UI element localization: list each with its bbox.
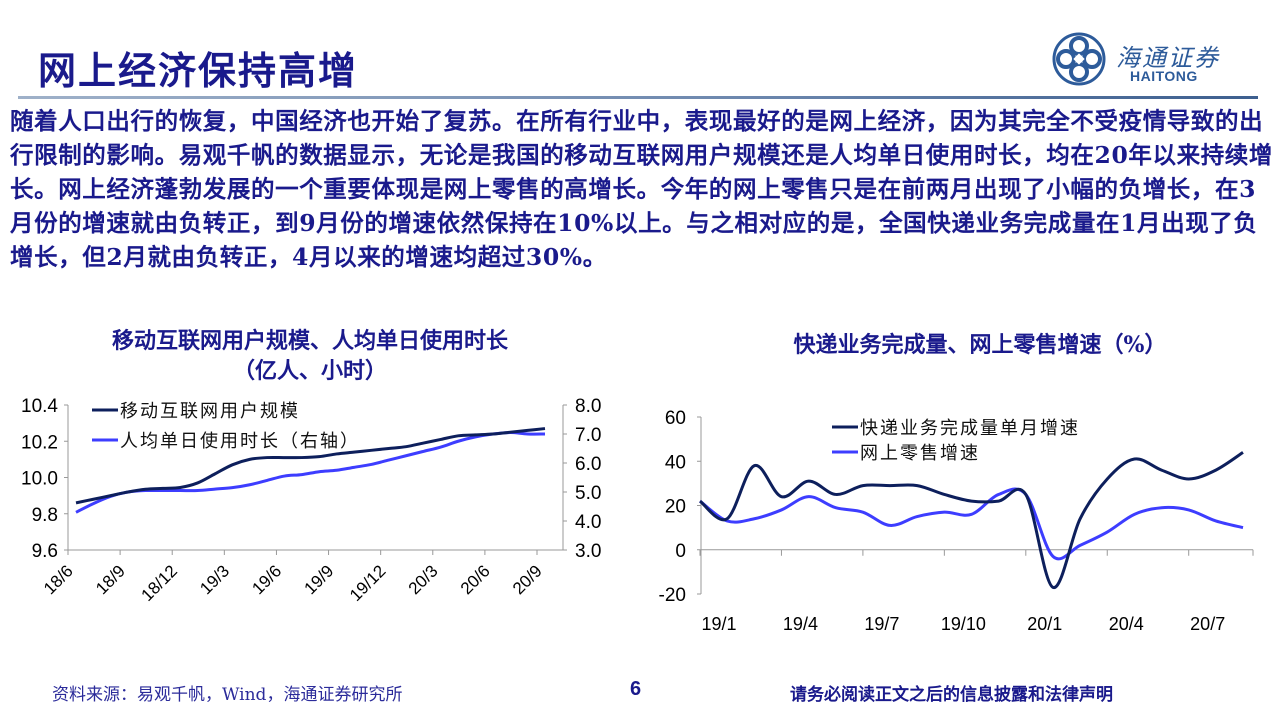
- x-tick-label: 19/12: [346, 561, 390, 605]
- legend-label: 快递业务完成量单月增速: [860, 418, 1080, 438]
- x-tick-label: 19/10: [941, 614, 986, 634]
- page-number: 6: [630, 678, 642, 700]
- left-chart-title-sub: （亿人、小时）: [232, 358, 387, 384]
- y-tick-label: 40: [665, 452, 686, 473]
- y-tick-label: 20: [665, 497, 686, 518]
- y-tick-label: -20: [659, 585, 686, 606]
- source-note: 资料来源：易观千帆，Wind，海通证券研究所: [52, 685, 403, 705]
- series-mobile-users-line: [75, 427, 546, 505]
- right-chart-title: 快递业务完成量、网上零售增速（%）: [793, 332, 1167, 358]
- x-tick-label: 19/3: [196, 561, 233, 598]
- x-tick-label: 20/6: [457, 561, 494, 598]
- haitong-logo: 海通证券 HAITONG: [1052, 32, 1242, 88]
- logo-english-text: HAITONG: [1130, 68, 1198, 84]
- y-tick-label: 0: [675, 541, 686, 562]
- series-express-delivery-line: [699, 451, 1244, 589]
- x-tick-label: 20/3: [405, 561, 442, 598]
- x-tick-label: 19/9: [301, 561, 338, 598]
- x-tick-label: 18/6: [40, 561, 77, 598]
- left-line-chart: 10.4 10.2 10.0 9.8 9.6 8.0 7.0 6.0 5.0 4.0 3.0 18/6…: [21, 396, 601, 605]
- x-tick-label: 20/7: [1190, 614, 1225, 634]
- legend-label: 移动互联网用户规模: [120, 401, 300, 421]
- right-y-tick-label: 5.0: [575, 483, 601, 504]
- haitong-emblem-icon: [1052, 32, 1106, 86]
- x-tick-label: 18/12: [138, 561, 182, 605]
- left-y-tick-label: 9.8: [32, 505, 58, 526]
- legend-label: 人均单日使用时长（右轴）: [120, 431, 360, 451]
- left-chart-title-main: 移动互联网用户规模、人均单日使用时长: [111, 328, 508, 354]
- x-tick-label: 19/7: [864, 614, 899, 634]
- x-tick-label: 20/9: [509, 561, 546, 598]
- right-y-tick-label: 6.0: [575, 454, 601, 475]
- x-tick-label: 19/1: [701, 614, 736, 634]
- series-online-retail-line: [699, 487, 1244, 561]
- left-chart-title: 移动互联网用户规模、人均单日使用时长 （亿人、小时）: [40, 326, 580, 386]
- right-y-tick-label: 4.0: [575, 512, 601, 533]
- legend-label: 网上零售增速: [860, 443, 980, 463]
- x-tick-label: 19/4: [783, 614, 818, 634]
- series-daily-usage-line: [75, 431, 546, 514]
- body-paragraph: 随着人口出行的恢复，中国经济也开始了复苏。在所有行业中，表现最好的是网上经济，因…: [10, 107, 1274, 271]
- left-y-tick-label: 10.4: [21, 396, 58, 417]
- x-tick-label: 20/4: [1109, 614, 1144, 634]
- x-tick-label: 20/1: [1027, 614, 1062, 634]
- legal-disclaimer-link[interactable]: 请务必阅读正文之后的信息披露和法律声明: [790, 685, 1113, 705]
- header-divider: [18, 96, 1258, 99]
- right-y-tick-label: 3.0: [575, 541, 601, 562]
- y-tick-label: 60: [665, 408, 686, 429]
- left-y-tick-label: 10.2: [21, 432, 58, 453]
- page-title: 网上经济保持高增: [38, 48, 359, 93]
- right-y-tick-label: 8.0: [575, 396, 601, 417]
- right-y-tick-label: 7.0: [575, 425, 601, 446]
- logo-chinese-text: 海通证券: [1116, 44, 1220, 72]
- x-tick-label: 18/9: [92, 561, 129, 598]
- left-y-tick-label: 10.0: [21, 469, 58, 490]
- x-tick-label: 19/6: [248, 561, 285, 598]
- right-line-chart: 60 40 20 0 -20 19/1 19/4 19/7 19/10 20/1 20/4 20/7 快…: [659, 408, 1254, 634]
- left-y-tick-label: 9.6: [32, 541, 58, 562]
